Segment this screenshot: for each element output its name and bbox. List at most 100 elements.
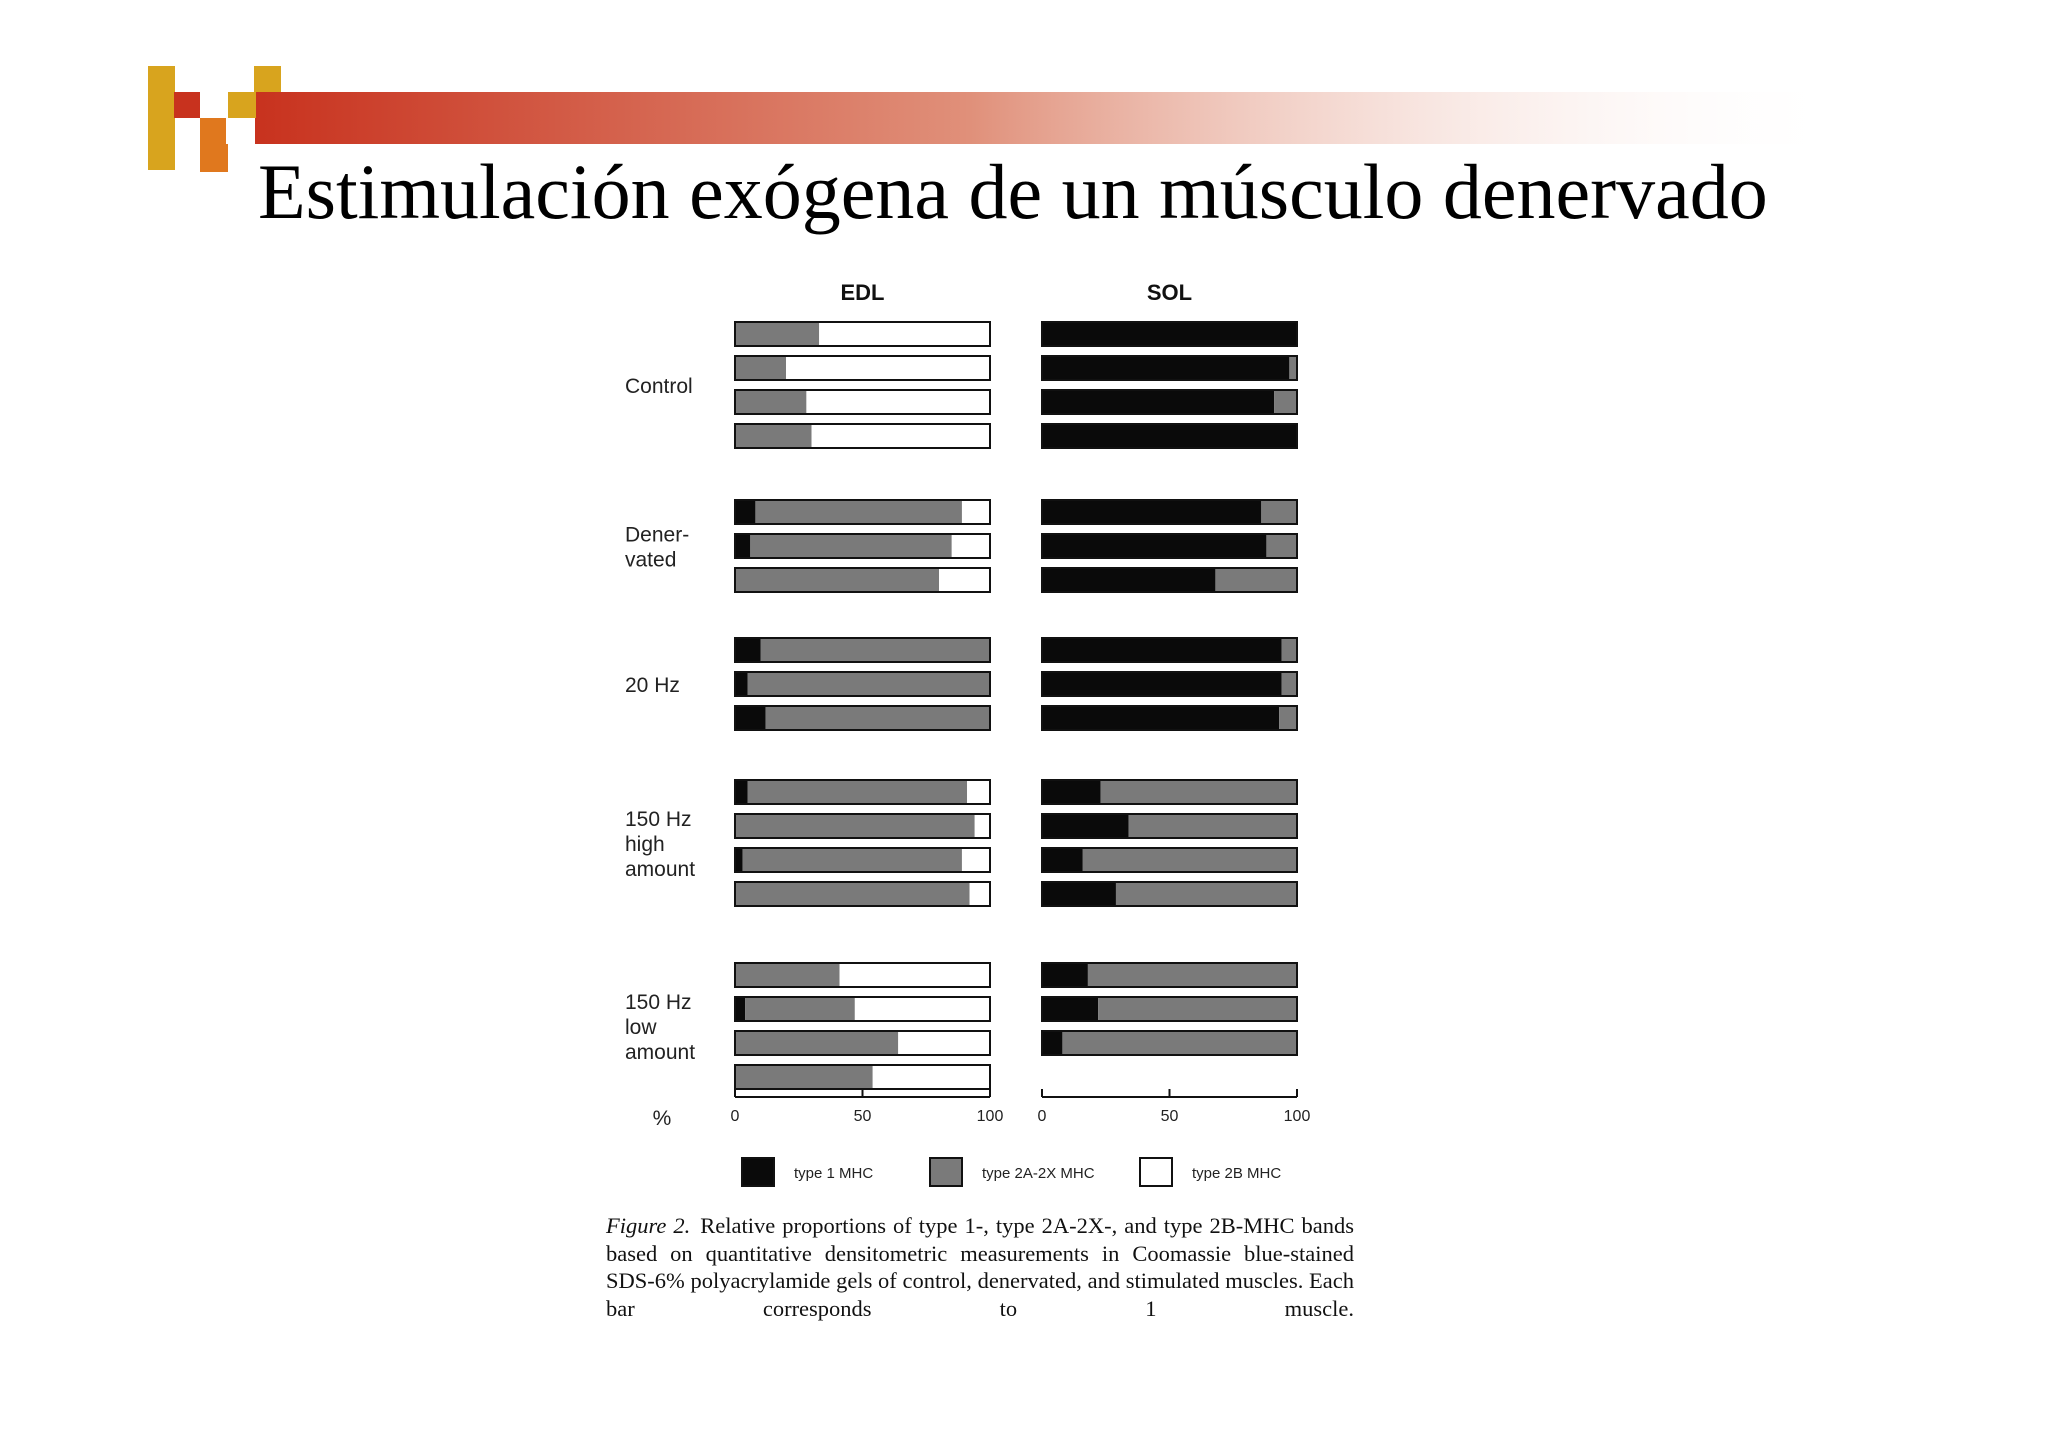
x-tick-label: 0 (1038, 1108, 1047, 1125)
bar-segment-type2b (939, 568, 990, 592)
bar-segment-type2b (811, 424, 990, 448)
bar-segment-type2b (872, 1065, 990, 1089)
bar-segment-type2a2x (1274, 390, 1297, 414)
bar-segment-type2a2x (1261, 500, 1297, 524)
bar-segment-type2a2x (735, 1065, 873, 1089)
bar-segment-type1 (1042, 534, 1267, 558)
group-label: amount (625, 1041, 695, 1064)
bar-segment-type1 (1042, 322, 1297, 346)
x-axis-label: % (653, 1107, 672, 1130)
bar-segment-type2a2x (735, 322, 820, 346)
bar-segment-type1 (735, 638, 761, 662)
bar-segment-type2a2x (1062, 1031, 1297, 1055)
caption-lead: Figure 2. (606, 1213, 691, 1238)
bar-segment-type1 (735, 780, 748, 804)
group-label: 150 Hz (625, 808, 692, 831)
x-tick-label: 100 (977, 1108, 1004, 1125)
bar-segment-type1 (1042, 356, 1290, 380)
legend-label-type1: type 1 MHC (794, 1165, 873, 1182)
bar-segment-type2b (961, 848, 990, 872)
bar-outline (1041, 1030, 1298, 1056)
bar-segment-type2a2x (747, 780, 968, 804)
x-tick-label: 100 (1284, 1108, 1311, 1125)
bar-segment-type2a2x (1100, 780, 1297, 804)
x-tick-label: 50 (854, 1108, 872, 1125)
bar-segment-type2a2x (735, 424, 812, 448)
bar-segment-type2b (969, 882, 990, 906)
bar-outline (734, 637, 991, 663)
bar-segment-type2b (854, 997, 990, 1021)
bar-segment-type2b (951, 534, 990, 558)
bar-segment-type1 (1042, 882, 1116, 906)
bar-segment-type2a2x (735, 882, 970, 906)
bar-segment-type2a2x (735, 814, 975, 838)
bar-outline (734, 499, 991, 525)
bar-segment-type2a2x (1281, 638, 1297, 662)
bar-outline (1041, 533, 1298, 559)
legend-swatch-type1 (741, 1157, 775, 1187)
bar-segment-type1 (1042, 672, 1282, 696)
bar-segment-type2a2x (745, 997, 855, 1021)
panel-title-edl: EDL (841, 280, 885, 305)
deco-square (254, 66, 281, 92)
bar-outline (734, 389, 991, 415)
bar-segment-type2a2x (1115, 882, 1297, 906)
legend-label-type2b: type 2B MHC (1192, 1165, 1281, 1182)
legend-label-type2a2x: type 2A-2X MHC (982, 1165, 1095, 1182)
bar-segment-type1 (1042, 814, 1129, 838)
bar-outline (1041, 389, 1298, 415)
bar-outline (734, 705, 991, 731)
bar-segment-type1 (735, 534, 751, 558)
bar-outline (734, 567, 991, 593)
bar-segment-type2a2x (1082, 848, 1297, 872)
bar-segment-type2a2x (765, 706, 990, 730)
bar-outline (734, 779, 991, 805)
bar-outline (734, 321, 991, 347)
figure-caption: Figure 2. Relative proportions of type 1-… (606, 1212, 1354, 1322)
bar-segment-type2a2x (1279, 706, 1297, 730)
legend-swatch-type2b (1139, 1157, 1173, 1187)
bar-outline (1041, 321, 1298, 347)
bar-segment-type1 (1042, 568, 1216, 592)
bar-segment-type1 (735, 500, 756, 524)
caption-text: Relative proportions of type 1-, type 2A… (606, 1213, 1355, 1321)
group-label: vated (625, 549, 676, 572)
bar-segment-type1 (1042, 500, 1262, 524)
bar-segment-type2a2x (735, 390, 807, 414)
bar-segment-type2a2x (742, 848, 962, 872)
group-label: amount (625, 858, 695, 881)
bar-outline (1041, 637, 1298, 663)
bar-outline (734, 847, 991, 873)
bar-segment-type2a2x (747, 672, 990, 696)
bar-outline (1041, 996, 1298, 1022)
bar-outline (1041, 671, 1298, 697)
bar-outline (734, 962, 991, 988)
bar-segment-type2b (967, 780, 990, 804)
group-label: 20 Hz (625, 674, 680, 697)
bar-outline (734, 423, 991, 449)
deco-square (174, 92, 200, 118)
bar-outline (734, 671, 991, 697)
x-tick-label: 50 (1161, 1108, 1179, 1125)
bar-outline (1041, 423, 1298, 449)
bar-segment-type1 (1042, 706, 1280, 730)
bar-outline (734, 996, 991, 1022)
bar-outline (1041, 567, 1298, 593)
bar-outline (734, 881, 991, 907)
bar-segment-type2a2x (735, 963, 840, 987)
bar-segment-type2a2x (1289, 356, 1297, 380)
bar-segment-type1 (735, 997, 746, 1021)
bar-outline (1041, 847, 1298, 873)
bar-segment-type2b (898, 1031, 990, 1055)
legend-swatch-type2a2x (929, 1157, 963, 1187)
bar-segment-type2b (961, 500, 990, 524)
bar-segment-type2b (786, 356, 990, 380)
bar-segment-type2b (819, 322, 990, 346)
bar-segment-type2a2x (735, 356, 786, 380)
bar-outline (1041, 881, 1298, 907)
bar-outline (1041, 705, 1298, 731)
deco-square (200, 118, 226, 144)
bar-outline (1041, 355, 1298, 381)
bar-segment-type2b (974, 814, 990, 838)
